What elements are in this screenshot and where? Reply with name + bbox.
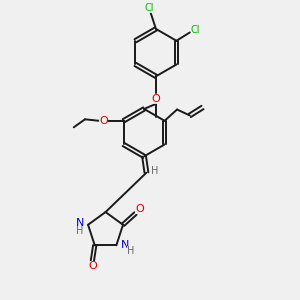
- Text: O: O: [99, 116, 108, 126]
- Text: Cl: Cl: [145, 3, 154, 13]
- Text: O: O: [135, 204, 144, 214]
- Text: O: O: [88, 261, 97, 271]
- Text: H: H: [128, 246, 135, 256]
- Text: N: N: [121, 240, 129, 250]
- Text: Cl: Cl: [191, 26, 200, 35]
- Text: H: H: [76, 226, 83, 236]
- Text: N: N: [76, 218, 84, 228]
- Text: H: H: [151, 166, 158, 176]
- Text: O: O: [152, 94, 160, 103]
